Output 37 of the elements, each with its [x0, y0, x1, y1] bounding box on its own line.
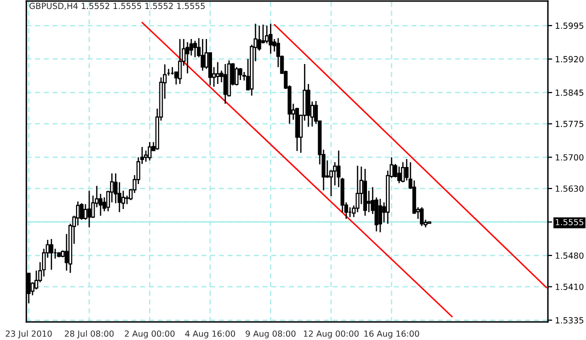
y-tick-label: 1.5920 — [556, 56, 584, 62]
y-tick-label: 1.5995 — [556, 22, 584, 29]
candlestick — [268, 23, 272, 54]
chart-title: GBPUSD,H4 1.5552 1.5555 1.5552 1.5555 — [29, 2, 205, 10]
y-tick-label: 1.5335 — [556, 317, 584, 324]
candlestick — [87, 190, 92, 228]
y-tick-label: 1.5845 — [556, 90, 584, 96]
candlestick — [378, 198, 382, 233]
x-tick-label: 23 Jul 2010 — [6, 330, 52, 338]
y-tick-label: 1.5410 — [556, 284, 584, 290]
candlestick — [401, 162, 405, 183]
y-tick-label: 1.5480 — [556, 252, 584, 259]
candlestick — [216, 62, 220, 85]
candlestick — [264, 24, 269, 44]
candlestick — [50, 238, 54, 270]
candlestick — [178, 38, 182, 85]
candlestick — [238, 67, 242, 81]
candlestick — [420, 206, 424, 227]
x-tick-label: 12 Aug 00:00 — [304, 330, 359, 338]
x-tick-label: 2 Aug 00:00 — [124, 330, 175, 338]
x-tick-label: 4 Aug 16:00 — [185, 330, 236, 338]
x-tick-label: 28 Jul 08:00 — [64, 330, 114, 338]
y-tick-label: 1.5555 — [556, 219, 584, 226]
candlestick — [234, 66, 238, 86]
candlestick — [397, 166, 401, 184]
candlestick — [223, 63, 228, 104]
y-tick-label: 1.5775 — [556, 120, 584, 128]
candlestick — [356, 165, 360, 213]
y-tick-label: 1.5630 — [556, 185, 584, 192]
x-tick-label: 16 Aug 16:00 — [364, 330, 420, 338]
candlestick — [148, 141, 152, 162]
candlestick — [144, 150, 148, 162]
candlestick — [186, 41, 190, 74]
candlestick — [193, 40, 197, 58]
candlestick — [200, 38, 204, 72]
x-tick-label: 9 Aug 08:00 — [246, 330, 296, 338]
y-tick-label: 1.5700 — [556, 154, 584, 161]
